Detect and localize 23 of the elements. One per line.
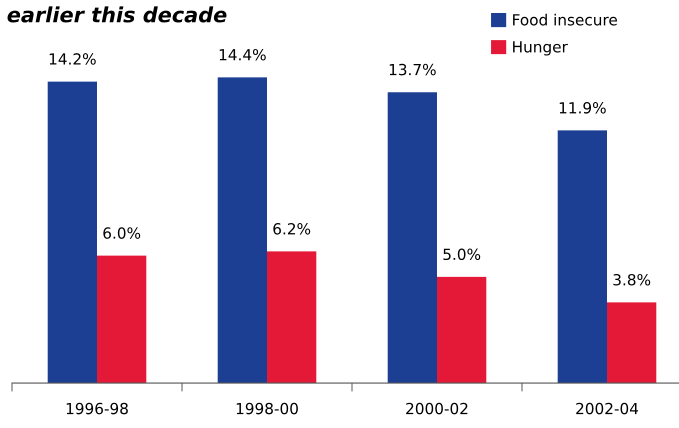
chart-title: earlier this decade	[8, 6, 226, 23]
bar	[218, 77, 267, 384]
bar	[48, 82, 97, 384]
bar	[607, 302, 656, 384]
x-tick-label: 2000-02	[406, 402, 468, 414]
bar	[437, 276, 486, 384]
legend-label: Food insecure	[513, 14, 617, 26]
legend-label: Hunger	[513, 41, 568, 56]
bar	[97, 256, 146, 384]
x-tick-label: 2002-04	[576, 402, 638, 414]
bar	[388, 92, 437, 384]
data-label: 14.2%	[50, 53, 96, 65]
data-label: 6.2%	[273, 223, 310, 235]
data-label: 14.4%	[220, 48, 266, 60]
data-label: 3.8%	[613, 274, 650, 286]
bar	[558, 130, 607, 384]
bar	[267, 251, 316, 384]
data-label: 5.0%	[443, 248, 480, 260]
x-tick-label: 1996-98	[66, 402, 128, 414]
data-label: 13.7%	[390, 64, 436, 76]
x-tick-label: 1998-00	[236, 402, 298, 414]
data-label: 11.9%	[560, 102, 606, 114]
data-label: 6.0%	[103, 227, 140, 239]
